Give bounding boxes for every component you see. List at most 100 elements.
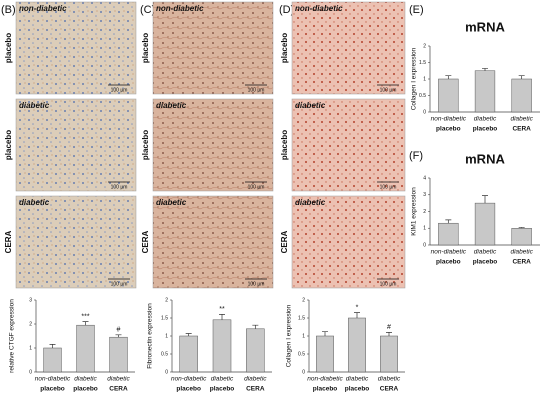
bar: [380, 335, 398, 373]
bar: [76, 324, 95, 373]
micrograph: [152, 1, 274, 95]
x-tick-label: non-diabetic: [35, 376, 71, 383]
treatment-label: CERA: [280, 230, 289, 253]
scale-label: 100 µm: [248, 184, 265, 190]
error-bar: [115, 334, 122, 338]
condition-label: non-diabetic: [295, 4, 343, 13]
x-tick-label: diabetic: [244, 376, 267, 383]
x-tick-label: diabetic: [474, 249, 497, 256]
x-tick-label: non-diabetic: [307, 376, 343, 383]
condition-label: diabetic: [295, 101, 326, 110]
error-bar: [185, 333, 192, 336]
significance: **: [219, 306, 225, 313]
x-group-label: placebo: [436, 259, 461, 266]
significance: #: [387, 324, 391, 331]
treatment-label: placebo: [4, 33, 13, 63]
significance: ***: [81, 313, 89, 320]
y-axis-label: Collagen I expression: [411, 47, 418, 110]
micrograph: [152, 195, 274, 289]
error-bar: [354, 312, 360, 318]
micrograph: [291, 98, 406, 192]
treatment-label: CERA: [141, 230, 150, 253]
x-tick-label: diabetic: [74, 376, 97, 383]
error-bar: [219, 314, 225, 320]
significance: #: [117, 327, 121, 334]
y-tick-label: 0.5: [419, 93, 426, 99]
y-tick-label: 1: [423, 76, 426, 82]
y-tick-label: 1: [29, 345, 32, 351]
x-group-label: placebo: [313, 386, 338, 393]
y-tick-label: 1: [302, 333, 305, 339]
micrograph: [15, 98, 137, 192]
bar: [474, 70, 496, 113]
y-axis-label: relative CTGF expression: [9, 299, 16, 373]
treatment-label: placebo: [4, 130, 13, 160]
error-bar: [445, 75, 452, 79]
treatment-label: placebo: [280, 130, 289, 160]
y-tick-label: 2: [423, 43, 426, 49]
condition-label: diabetic: [19, 101, 50, 110]
y-tick-label: 2: [302, 297, 305, 303]
condition-label: diabetic: [295, 198, 326, 207]
y-tick-label: 0: [29, 369, 32, 375]
chart-title: mRNA: [465, 19, 505, 34]
x-tick-label: diabetic: [378, 376, 401, 383]
scale-label: 100 µm: [380, 281, 397, 287]
y-axis-label: KIM1 expression: [411, 187, 418, 236]
x-tick-label: diabetic: [107, 376, 130, 383]
treatment-label: placebo: [141, 33, 150, 63]
bar: [43, 347, 62, 373]
error-bar: [322, 331, 328, 336]
scale-label: 100 µm: [380, 87, 397, 93]
error-bar: [386, 332, 392, 336]
micrograph: [291, 195, 406, 289]
x-group-label: CERA: [109, 386, 128, 393]
condition-label: non-diabetic: [156, 4, 204, 13]
bar: [511, 228, 532, 246]
error-bar: [482, 68, 488, 71]
chart-title: mRNA: [465, 151, 505, 166]
error-bar: [518, 75, 525, 79]
y-tick-label: 3: [29, 297, 32, 303]
y-tick-label: 0.5: [298, 351, 305, 357]
x-group-label: CERA: [380, 386, 399, 393]
y-tick-label: 3: [423, 192, 426, 198]
condition-label: diabetic: [19, 198, 50, 207]
x-tick-label: diabetic: [474, 116, 497, 123]
micrograph: [15, 1, 137, 95]
micrograph: [152, 98, 274, 192]
panel-label: (C): [140, 4, 155, 16]
bar: [246, 328, 265, 373]
treatment-label: CERA: [4, 230, 13, 253]
micrograph: [291, 1, 406, 95]
x-tick-label: diabetic: [510, 249, 533, 256]
x-group-label: CERA: [512, 259, 531, 266]
x-tick-label: diabetic: [211, 376, 234, 383]
y-tick-label: 1: [165, 333, 168, 339]
condition-label: diabetic: [156, 198, 187, 207]
x-group-label: CERA: [246, 386, 265, 393]
panel-label: (F): [409, 150, 423, 162]
panel-label: (B): [1, 4, 16, 16]
y-tick-label: 0: [423, 242, 426, 248]
bar: [179, 335, 198, 373]
y-tick-label: 1.5: [419, 60, 426, 66]
x-tick-label: non-diabetic: [171, 376, 207, 383]
x-tick-label: non-diabetic: [431, 116, 467, 123]
error-bar: [482, 195, 488, 204]
bar: [348, 317, 366, 373]
significance: *: [356, 304, 359, 311]
y-tick-label: 2: [423, 209, 426, 215]
error-bar: [82, 321, 89, 326]
error-bar: [252, 324, 259, 329]
scale-label: 100 µm: [111, 184, 128, 190]
bar: [438, 222, 459, 246]
x-group-label: placebo: [210, 386, 235, 393]
error-bar: [445, 219, 452, 224]
condition-label: non-diabetic: [19, 4, 67, 13]
x-group-label: placebo: [40, 386, 65, 393]
panel-label: (E): [409, 4, 424, 16]
y-tick-label: 0: [165, 369, 168, 375]
x-group-label: placebo: [73, 386, 98, 393]
scale-label: 100 µm: [111, 87, 128, 93]
